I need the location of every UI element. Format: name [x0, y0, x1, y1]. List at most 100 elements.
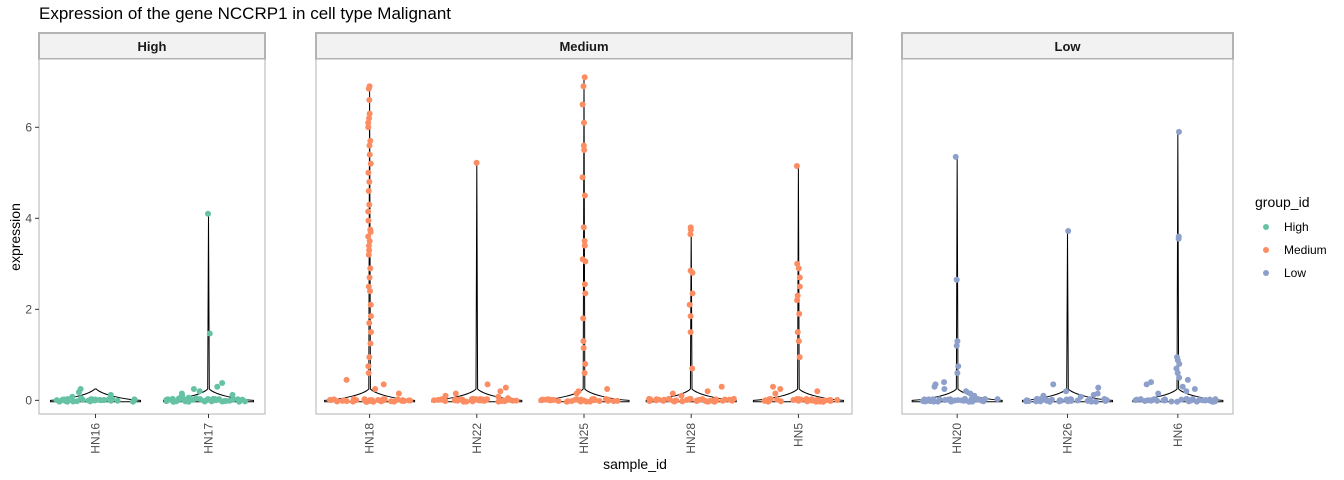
data-point [366, 238, 373, 245]
data-point [502, 384, 509, 391]
data-point-zero [834, 397, 841, 404]
data-point [395, 390, 402, 397]
data-point-zero [234, 396, 241, 403]
x-tick-label: HN26 [1061, 423, 1075, 454]
data-point-zero [941, 397, 948, 404]
data-point [365, 363, 372, 370]
data-point-zero [1103, 397, 1110, 404]
data-point-zero [460, 398, 467, 405]
data-point [954, 338, 961, 345]
data-point [365, 233, 372, 240]
data-point [367, 301, 374, 308]
data-point-zero [438, 396, 445, 403]
data-point-zero [1068, 396, 1075, 403]
data-point [365, 85, 372, 92]
data-point [442, 392, 449, 399]
data-point [718, 383, 725, 390]
data-point-zero [400, 397, 407, 404]
legend-label: Low [1284, 266, 1306, 280]
data-point-zero [596, 397, 603, 404]
data-point [365, 187, 372, 194]
data-point-zero [602, 396, 609, 403]
data-point-zero [547, 397, 554, 404]
data-point [953, 342, 960, 349]
chart-title: Expression of the gene NCCRP1 in cell ty… [39, 4, 451, 23]
data-point [687, 231, 694, 238]
data-point [367, 137, 374, 144]
data-point-zero [572, 396, 579, 403]
x-tick-label: HN16 [89, 423, 103, 454]
data-point [367, 340, 374, 347]
data-point [955, 363, 962, 370]
x-tick-label: HN17 [202, 423, 216, 454]
data-point-zero [353, 397, 360, 404]
data-point-zero [955, 397, 962, 404]
data-point-zero [1174, 398, 1181, 405]
data-point [365, 217, 372, 224]
data-point [794, 329, 801, 336]
data-point-zero [702, 397, 709, 404]
data-point [580, 338, 587, 345]
data-point [367, 329, 374, 336]
data-point [581, 242, 588, 249]
data-point [366, 115, 373, 122]
legend-label: Medium [1284, 243, 1327, 257]
data-point-zero [239, 396, 246, 403]
data-point-zero [500, 397, 507, 404]
data-point [366, 247, 373, 254]
data-point [219, 380, 226, 387]
data-point-zero [495, 398, 502, 405]
data-point [580, 119, 587, 126]
data-point [941, 385, 948, 392]
data-point [205, 210, 212, 217]
data-point-zero [948, 398, 955, 405]
data-point [669, 390, 676, 397]
data-point-zero [114, 397, 121, 404]
data-point [75, 389, 82, 396]
data-point-zero [538, 397, 545, 404]
data-point [1184, 376, 1191, 383]
data-point [971, 392, 978, 399]
data-point [452, 390, 459, 397]
data-point [1090, 391, 1097, 398]
data-point [689, 365, 696, 372]
facet-strip-label: Low [1055, 39, 1082, 54]
data-point [365, 370, 372, 377]
data-point [343, 376, 350, 383]
data-point [69, 393, 76, 400]
data-point [365, 251, 372, 258]
data-point-zero [375, 397, 382, 404]
data-point [794, 260, 801, 267]
data-point-zero [101, 397, 108, 404]
data-point-zero [394, 396, 401, 403]
data-point-zero [1160, 397, 1167, 404]
data-point [581, 74, 588, 81]
data-point-zero [96, 396, 103, 403]
data-point [190, 385, 197, 392]
data-point-zero [763, 397, 770, 404]
data-point-zero [131, 396, 138, 403]
facet-panel [38, 58, 266, 415]
y-tick-label: 0 [25, 393, 32, 407]
x-tick-label: HN28 [684, 423, 698, 454]
data-point [366, 201, 373, 208]
data-point [689, 269, 696, 276]
data-point [795, 338, 802, 345]
legend-key [1263, 247, 1269, 253]
data-point [953, 276, 960, 283]
data-point-zero [513, 397, 520, 404]
data-point-zero [827, 398, 834, 405]
data-point [366, 288, 373, 295]
data-point-zero [793, 396, 800, 403]
data-point [484, 381, 491, 388]
data-point-zero [721, 396, 728, 403]
data-point [689, 290, 696, 297]
data-point-zero [583, 398, 590, 405]
data-point [365, 242, 372, 249]
data-point [497, 388, 504, 395]
x-tick-label: HN18 [363, 423, 377, 454]
data-point-zero [960, 397, 967, 404]
data-point [229, 391, 236, 398]
data-point [769, 383, 776, 390]
